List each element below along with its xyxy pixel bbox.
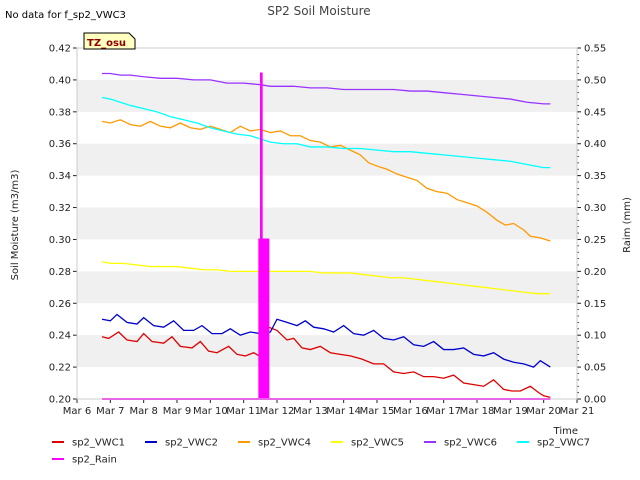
y-tick-label: 0.42 — [49, 44, 71, 55]
x-tick-label: Mar 12 — [260, 406, 295, 417]
site-badge-box — [83, 32, 136, 50]
series-line-sp2_VWC2 — [101, 313, 551, 368]
y2-tick-label: 0.20 — [584, 267, 606, 278]
y-tick-label: 0.20 — [49, 395, 71, 406]
grid-band — [77, 79, 577, 112]
y2-axis-label: Raim (mm) — [622, 197, 633, 253]
x-tick-label: Mar 18 — [460, 406, 495, 417]
chart-title: SP2 Soil Moisture — [267, 4, 370, 18]
series-line-sp2_VWC1 — [101, 326, 551, 399]
y2-tick-label: 0.45 — [584, 107, 606, 118]
x-tick-label: Mar 9 — [163, 406, 191, 417]
y2-tick-label: 0.15 — [584, 299, 606, 310]
grid-band — [77, 207, 577, 240]
series-line-sp2_VWC6 — [102, 72, 551, 105]
y-axis-ticks: 0.20 0.22 0.24 0.26 0.28 0.30 0.32 0.34 0.36 0.38… — [49, 44, 77, 406]
y-tick-label: 0.24 — [49, 331, 71, 342]
y-tick-label: 0.38 — [49, 107, 71, 118]
legend: sp2_VWC1 sp2_VWC2 sp2_VWC4 sp2_VWC5 sp2_VWC6… — [52, 438, 590, 466]
site-badge-text: TZ_osu — [87, 38, 126, 49]
x-tick-label: Mar 21 — [560, 406, 595, 417]
y-tick-label: 0.34 — [49, 171, 71, 182]
x-tick-label: Mar 10 — [193, 406, 228, 417]
legend-label-sp2_VWC7: sp2_VWC7 — [537, 438, 590, 449]
x-tick-label: Mar 7 — [96, 406, 124, 417]
y2-axis-ticks: 0.00 0.05 0.10 0.15 0.20 0.25 0.30 0.35 0.40 0.45… — [577, 44, 606, 406]
y-tick-label: 0.32 — [49, 203, 71, 214]
x-tick-label: Mar 15 — [360, 406, 395, 417]
legend-label-sp2_VWC2: sp2_VWC2 — [165, 438, 218, 449]
y2-tick-label: 0.55 — [584, 44, 606, 55]
legend-label-sp2_VWC1: sp2_VWC1 — [72, 438, 125, 449]
x-tick-label: Mar 16 — [393, 406, 428, 417]
series-line-sp2_VWC5 — [101, 261, 551, 295]
series-line-sp2_VWC7 — [101, 96, 551, 169]
y-tick-label: 0.36 — [49, 139, 71, 150]
y2-tick-label: 0.10 — [584, 331, 606, 342]
y-tick-label: 0.26 — [49, 299, 71, 310]
x-tick-label: Mar 11 — [226, 406, 261, 417]
x-tick-label: Mar 8 — [129, 406, 157, 417]
x-tick-label: Mar 17 — [426, 406, 461, 417]
x-axis-label: Time — [553, 426, 578, 437]
y-tick-label: 0.28 — [49, 267, 71, 278]
y2-tick-label: 0.30 — [584, 203, 606, 214]
plot-frame — [76, 47, 578, 400]
y-tick-label: 0.22 — [49, 363, 71, 374]
x-tick-label: Mar 13 — [293, 406, 328, 417]
y2-tick-label: 0.35 — [584, 171, 606, 182]
y-tick-label: 0.40 — [49, 75, 71, 86]
y-tick-label: 0.30 — [49, 235, 71, 246]
y2-tick-label: 0.25 — [584, 235, 606, 246]
legend-label-sp2_VWC5: sp2_VWC5 — [351, 438, 404, 449]
legend-label-sp2_Rain: sp2_Rain — [72, 455, 117, 466]
y2-tick-label: 0.50 — [584, 75, 606, 86]
x-tick-label: Mar 19 — [493, 406, 528, 417]
legend-label-sp2_VWC4: sp2_VWC4 — [258, 438, 311, 449]
y2-tick-label: 0.40 — [584, 139, 606, 150]
y-axis-label: Soil Moisture (m3/m3) — [10, 170, 21, 281]
grid-band — [77, 271, 577, 304]
x-tick-label: Mar 20 — [526, 406, 561, 417]
x-tick-label: Mar 6 — [63, 406, 91, 417]
x-tick-label: Mar 14 — [326, 406, 361, 417]
y2-tick-label: 0.00 — [584, 395, 606, 406]
legend-label-sp2_VWC6: sp2_VWC6 — [444, 438, 497, 449]
site-badge: TZ_osu — [83, 32, 136, 50]
y2-tick-label: 0.05 — [584, 363, 606, 374]
grid-band — [77, 143, 577, 176]
grid-bands — [77, 79, 577, 368]
no-data-note: No data for f_sp2_VWC3 — [5, 10, 126, 21]
